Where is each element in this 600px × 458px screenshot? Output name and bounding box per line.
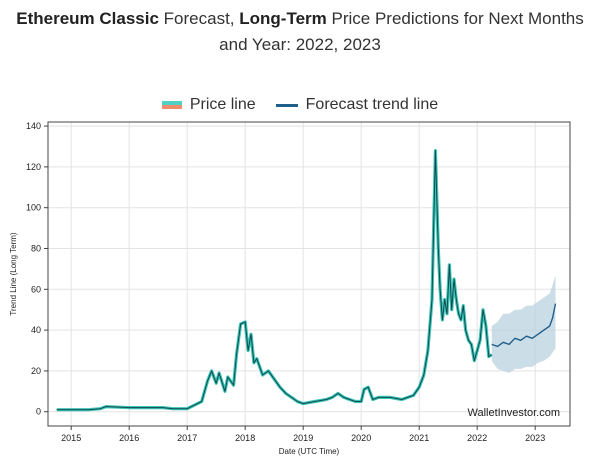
price-chart: 2015 2016 2017 2018 2019 2020 2021 2022 2023 0 20… [9, 121, 571, 456]
plot-frame [47, 121, 571, 427]
forecast-band [491, 275, 556, 373]
page-heading: Ethereum Classic Forecast, Long-Term Pri… [0, 6, 600, 58]
price-line-swatch [161, 101, 182, 109]
x-tick-label: 2021 [409, 433, 429, 443]
forecast-line-swatch [275, 103, 298, 107]
legend-item-price[interactable]: Price line [161, 96, 256, 114]
watermark: WalletInvestor.com [467, 407, 560, 419]
x-tick-label: 2019 [293, 433, 313, 443]
heading-coin-name: Ethereum Classic [16, 9, 159, 28]
chart-legend: Price line Forecast trend line [0, 96, 600, 114]
x-tick-label: 2018 [235, 433, 255, 443]
y-tick-label: 40 [31, 325, 41, 335]
legend-label-forecast: Forecast trend line [305, 96, 439, 113]
heading-text-2: Price Predictions for Next Months and Ye… [219, 9, 584, 54]
y-tick-label: 0 [36, 407, 41, 417]
x-tick-label: 2015 [61, 433, 81, 443]
price-line-core [56, 150, 492, 411]
heading-text-1: Forecast, [158, 9, 240, 28]
y-tick-label: 100 [26, 203, 41, 213]
x-axis-label: Date (UTC Time) [279, 447, 340, 456]
heading-term: Long-Term [239, 9, 327, 28]
x-tick-label: 2016 [119, 433, 139, 443]
legend-item-forecast[interactable]: Forecast trend line [275, 96, 439, 114]
chart-grid [48, 122, 570, 426]
x-tick-label: 2023 [525, 433, 545, 443]
y-tick-label: 140 [26, 121, 41, 131]
x-axis-ticks: 2015 2016 2017 2018 2019 2020 2021 2022 2023 [61, 426, 545, 443]
forecast-trend-line [491, 303, 557, 348]
y-axis-ticks: 0 20 40 60 80 100 120 140 [26, 121, 48, 417]
x-tick-label: 2020 [351, 433, 371, 443]
chart-lines [56, 149, 557, 412]
y-tick-label: 120 [26, 162, 41, 172]
y-tick-label: 20 [31, 366, 41, 376]
legend-label-price: Price line [189, 96, 256, 113]
forecast-confidence-band [491, 275, 556, 373]
y-tick-label: 60 [31, 284, 41, 294]
y-axis-label: Trend Line (Long Term) [9, 232, 18, 315]
y-tick-label: 80 [31, 243, 41, 253]
x-tick-label: 2022 [467, 433, 487, 443]
x-tick-label: 2017 [177, 433, 197, 443]
